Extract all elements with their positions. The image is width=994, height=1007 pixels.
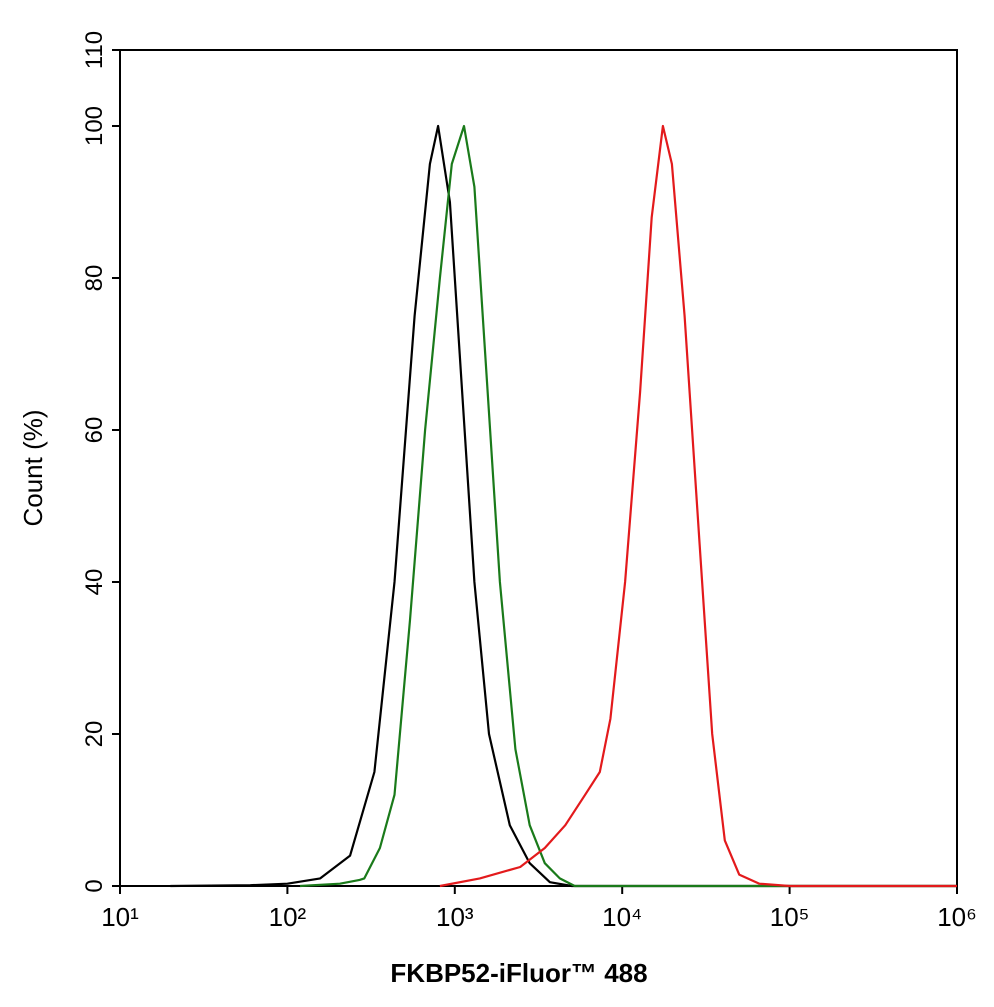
series-line	[299, 124, 957, 888]
y-tick-label: 20	[81, 721, 108, 748]
y-tick-label: 0	[81, 879, 108, 892]
x-tick-label: 10⁴	[602, 902, 642, 932]
x-tick-label: 10²	[269, 902, 307, 932]
y-tick-label: 110	[81, 31, 108, 69]
y-tick-label: 100	[81, 106, 108, 146]
series-line	[439, 124, 957, 888]
y-tick-label: 40	[81, 569, 108, 596]
y-axis-title: Count (%)	[18, 409, 48, 526]
x-axis-title: FKBP52-iFluor™ 488	[390, 958, 647, 988]
x-tick-label: 10¹	[101, 902, 139, 932]
x-tick-label: 10⁶	[937, 902, 977, 932]
y-tick-label: 80	[81, 265, 108, 292]
x-tick-label: 10³	[436, 902, 474, 932]
plot-frame	[119, 49, 958, 887]
x-tick-label: 10⁵	[770, 902, 810, 932]
y-tick-label: 60	[81, 417, 108, 444]
series-line	[170, 124, 957, 888]
